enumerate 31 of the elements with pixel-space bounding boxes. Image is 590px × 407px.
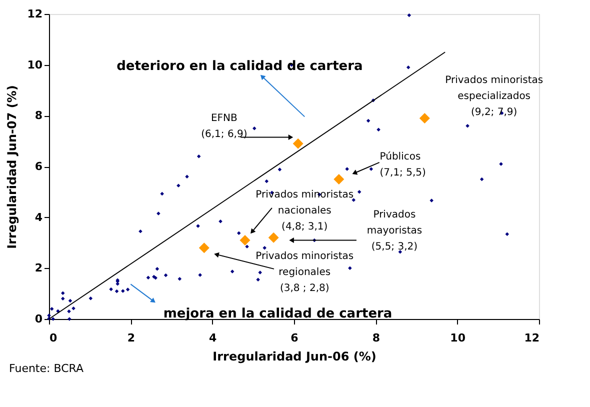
y-tick-label: 6: [34, 160, 43, 173]
annotation: Privados minoristas regionales (3,8 ; 2,8): [256, 250, 354, 294]
annotation: EFNB (6,1; 6,9): [201, 113, 248, 140]
x-tick-label: 6: [290, 332, 299, 344]
point: [198, 242, 210, 254]
x-tick-label: 2: [127, 332, 135, 344]
annotation: Privados mayoristas (5,5; 3,2): [366, 210, 422, 253]
y-tick-label: 0: [34, 312, 43, 326]
point: [334, 174, 344, 184]
annotation: Privados minoristas especializados (9,2; 7,9): [445, 75, 544, 118]
x-tick-label: 12: [524, 332, 540, 344]
point: [419, 112, 430, 124]
annotation: mejora en la calidad de cartera: [163, 306, 392, 322]
x-tick-label: 4: [209, 332, 218, 344]
annotation: Privados minoristas nacionales (4,8; 3,1): [256, 189, 354, 232]
y-tick-label: 4: [34, 210, 43, 224]
annotation: deterioro en la calidad de cartera: [116, 58, 363, 74]
y-tick-label: 2: [34, 262, 42, 275]
y-tick-label: 10: [27, 58, 43, 72]
annotation: Públicos (7,1; 5,5): [380, 151, 426, 178]
x-tick-label: 0: [50, 332, 58, 344]
y-tick-label: 8: [34, 109, 42, 122]
x-tick-label: 8: [372, 332, 380, 344]
source-note: Fuente: BCRA: [9, 362, 84, 375]
point: [240, 234, 250, 246]
x-tick-label: 10: [450, 332, 466, 344]
point: [292, 138, 304, 149]
y-tick-label: 12: [27, 8, 42, 20]
x-axis-title: Irregularidad Jun-06 (%): [212, 350, 376, 364]
y-axis-title: Irregularidad Jun-07 (%): [5, 85, 20, 249]
point: [268, 232, 279, 243]
